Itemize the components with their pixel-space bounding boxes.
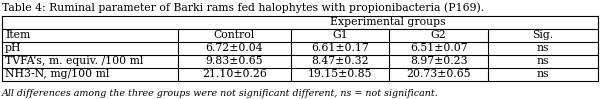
Text: Sig.: Sig. <box>532 30 553 40</box>
Text: ns: ns <box>536 69 549 79</box>
Text: 9.83±0.65: 9.83±0.65 <box>206 56 263 66</box>
Text: 6.51±0.07: 6.51±0.07 <box>410 43 467 53</box>
Text: ns: ns <box>536 56 549 66</box>
Text: NH3-N, mg/100 ml: NH3-N, mg/100 ml <box>5 69 109 79</box>
Text: 6.61±0.17: 6.61±0.17 <box>311 43 369 53</box>
Text: G2: G2 <box>431 30 446 40</box>
Text: 19.15±0.85: 19.15±0.85 <box>308 69 373 79</box>
Text: 8.47±0.32: 8.47±0.32 <box>311 56 369 66</box>
Text: Experimental groups: Experimental groups <box>330 17 446 27</box>
Text: TVFA’s, m. equiv. /100 ml: TVFA’s, m. equiv. /100 ml <box>5 56 143 66</box>
Text: Table 4: Ruminal parameter of Barki rams fed halophytes with propionibacteria (P: Table 4: Ruminal parameter of Barki rams… <box>2 2 484 13</box>
Text: 6.72±0.04: 6.72±0.04 <box>206 43 263 53</box>
Text: G1: G1 <box>332 30 348 40</box>
Text: Control: Control <box>214 30 255 40</box>
Text: Item: Item <box>5 30 30 40</box>
Text: ns: ns <box>536 43 549 53</box>
Text: pH: pH <box>5 43 22 53</box>
Text: 8.97±0.23: 8.97±0.23 <box>410 56 467 66</box>
Text: All differences among the three groups were not significant different, ns = not : All differences among the three groups w… <box>2 89 439 98</box>
Text: 20.73±0.65: 20.73±0.65 <box>406 69 471 79</box>
Text: 21.10±0.26: 21.10±0.26 <box>202 69 267 79</box>
